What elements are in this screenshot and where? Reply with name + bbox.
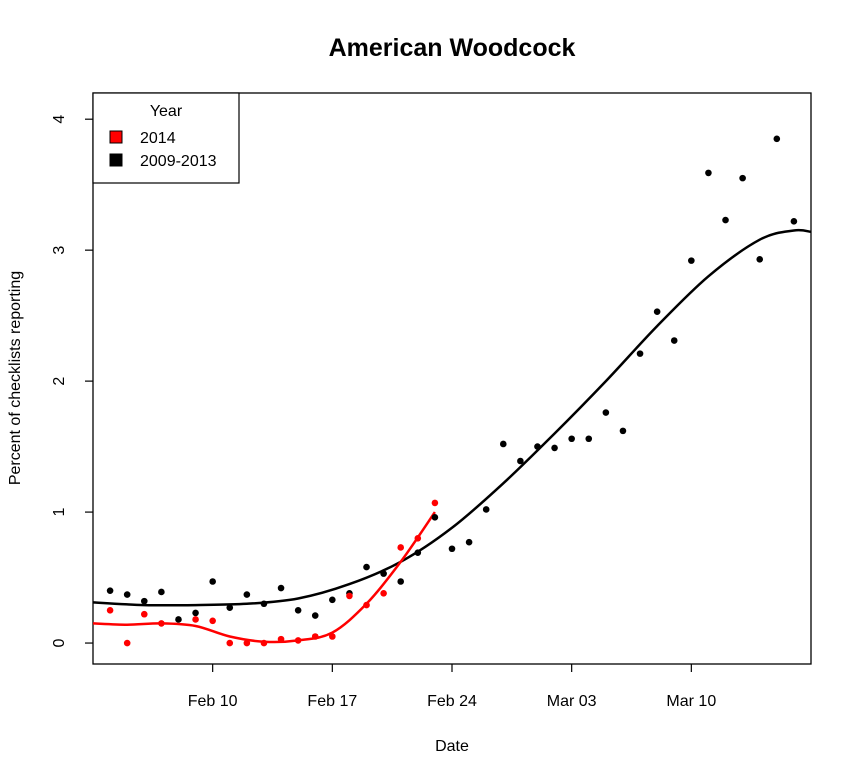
x-tick-label: Feb 24: [427, 693, 477, 710]
point-2009-2013: [106, 587, 114, 594]
point-2009-2013: [431, 514, 439, 521]
point-2014: [158, 620, 165, 627]
x-axis: Feb 10 Feb 17 Feb 24 Mar 03 Mar 10: [188, 664, 716, 710]
point-2014: [192, 616, 199, 623]
smooth-curves: [92, 228, 812, 644]
point-2009-2013: [534, 443, 541, 450]
point-2014: [140, 610, 148, 618]
point-2014: [260, 639, 268, 647]
y-tick-label: 2: [51, 377, 68, 386]
point-2009-2013: [192, 609, 199, 617]
point-2014: [106, 607, 114, 614]
point-2009-2013: [363, 563, 370, 571]
legend-label-2009-2013: 2009-2013: [140, 153, 217, 170]
point-2009-2013: [175, 616, 182, 623]
point-2009-2013: [499, 440, 507, 448]
point-2009-2013: [380, 570, 387, 577]
legend-swatch-2014: [109, 130, 123, 144]
point-2014: [380, 589, 387, 597]
point-2009-2013: [482, 506, 490, 513]
point-2009-2013: [705, 169, 712, 177]
point-2009-2013: [209, 578, 216, 585]
point-2009-2013: [636, 350, 644, 357]
point-2009-2013: [722, 216, 729, 224]
point-2009-2013: [619, 427, 627, 435]
point-2009-2013: [277, 584, 285, 592]
point-2009-2013: [585, 435, 593, 443]
point-2009-2013: [260, 600, 268, 608]
point-2009-2013: [688, 257, 695, 264]
data-points: [106, 135, 798, 647]
point-2009-2013: [311, 612, 319, 619]
point-2009-2013: [294, 607, 302, 614]
legend: Year 2014 2009-2013: [92, 92, 240, 184]
chart-title: American Woodcock: [329, 34, 576, 62]
y-tick-label: 0: [51, 638, 68, 647]
point-2009-2013: [158, 588, 165, 596]
point-2009-2013: [756, 256, 764, 263]
point-2009-2013: [551, 444, 558, 452]
point-2009-2013: [653, 308, 661, 316]
smooth-line-2014: [92, 511, 436, 644]
point-2009-2013: [448, 545, 456, 553]
point-2009-2013: [670, 337, 678, 344]
point-2009-2013: [739, 174, 746, 182]
point-2009-2013: [397, 578, 405, 585]
x-tick-label: Feb 10: [188, 693, 238, 710]
point-2014: [363, 601, 370, 609]
point-2009-2013: [602, 409, 610, 416]
point-2014: [397, 544, 405, 551]
point-2014: [226, 639, 234, 647]
point-2014: [311, 633, 319, 640]
y-tick-label: 4: [51, 115, 68, 124]
x-tick-label: Mar 10: [666, 693, 716, 710]
point-2014: [414, 534, 422, 542]
y-axis-label: Percent of checklists reporting: [7, 271, 24, 485]
point-2009-2013: [140, 597, 148, 605]
point-2014: [123, 639, 131, 647]
point-2014: [277, 635, 285, 643]
x-axis-label: Date: [435, 738, 469, 755]
point-2009-2013: [517, 457, 524, 465]
point-2009-2013: [243, 591, 251, 598]
point-2009-2013: [123, 591, 131, 598]
legend-title: Year: [150, 103, 183, 120]
point-2009-2013: [226, 604, 234, 611]
point-2009-2013: [568, 435, 575, 443]
legend-swatch-2009-2013: [109, 153, 123, 167]
point-2014: [243, 639, 251, 647]
y-axis: 0 1 2 3 4: [51, 115, 93, 647]
point-2009-2013: [465, 538, 473, 546]
point-2009-2013: [414, 549, 422, 556]
legend-label-2014: 2014: [140, 130, 176, 147]
point-2014: [329, 633, 336, 640]
point-2014: [209, 617, 216, 625]
point-2014: [346, 592, 353, 600]
x-tick-label: Mar 03: [547, 693, 597, 710]
x-tick-label: Feb 17: [307, 693, 357, 710]
point-2009-2013: [790, 218, 798, 225]
y-tick-label: 3: [51, 246, 68, 255]
smooth-line-2009-2013: [92, 228, 812, 607]
y-tick-label: 1: [51, 508, 68, 517]
point-2009-2013: [329, 596, 336, 604]
point-2009-2013: [773, 135, 781, 143]
point-2014: [431, 499, 439, 507]
point-2014: [294, 637, 302, 644]
